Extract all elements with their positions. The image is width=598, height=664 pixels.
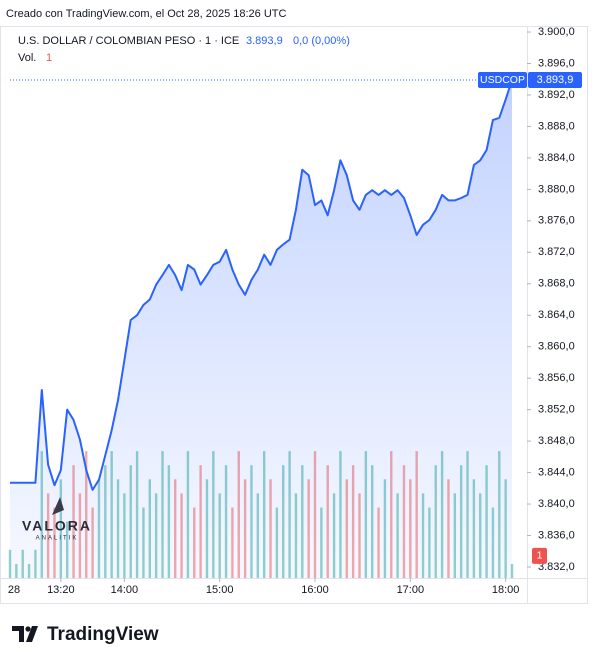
chart-frame (0, 26, 588, 604)
volume-legend-value: 1 (46, 52, 52, 64)
x-tick-label: 18:00 (492, 584, 520, 596)
legend-change: 0,0 (0,00%) (293, 35, 350, 47)
y-tick-label: 3.864,0 (538, 309, 575, 321)
y-tick-label: 3.880,0 (538, 183, 575, 195)
footer-brand: TradingView (47, 624, 159, 645)
y-tick-label: 3.860,0 (538, 341, 575, 353)
volume-legend: Vol. (18, 52, 36, 64)
y-tick-label: 3.852,0 (538, 404, 575, 416)
symbol: U.S. DOLLAR / COLOMBIAN PESO · 1 · ICE (18, 35, 239, 47)
y-tick-label: 3.844,0 (538, 466, 575, 478)
y-tick-label: 3.856,0 (538, 372, 575, 384)
watermark-icon (52, 497, 64, 515)
x-tick-label: 15:00 (206, 584, 234, 596)
y-tick-label: 3.888,0 (538, 120, 575, 132)
symbol-tag-label: USDCOP (480, 74, 525, 86)
y-tick-label: 3.848,0 (538, 435, 575, 447)
y-tick-label: 3.872,0 (538, 246, 575, 258)
y-tick-label: 3.832,0 (538, 561, 575, 573)
price-tag (528, 72, 582, 89)
plot-area: 3.832,0 3.836,0 3.840,0 3.844,0 3.848,0 3.852… (8, 26, 582, 596)
x-tick-label: 14:00 (111, 584, 139, 596)
y-tick-label: 3.884,0 (538, 152, 575, 164)
watermark-title: VALORA (22, 518, 92, 534)
logo-dot (25, 626, 31, 632)
day-label: 28 (8, 584, 20, 596)
y-tick-label: 3.840,0 (538, 498, 575, 510)
legend-price: 3.893,9 (246, 35, 283, 47)
volume-tag-label: 1 (537, 550, 543, 562)
x-tick-label: 13:20 (47, 584, 75, 596)
volume-tag (532, 547, 547, 564)
price-tag-label: 3.893,9 (537, 74, 574, 86)
price-area (10, 80, 512, 578)
y-tick-label: 3.900,0 (538, 26, 575, 38)
y-tick-label: 3.876,0 (538, 215, 575, 227)
watermark-subtitle: ANALITIK (36, 536, 79, 542)
x-tick-label: 16:00 (301, 584, 329, 596)
y-tick-label: 3.896,0 (538, 57, 575, 69)
symbol-tag (478, 72, 527, 89)
footer-logo: TradingView (12, 624, 159, 645)
logo-icon (12, 626, 38, 642)
y-tick-label: 3.892,0 (538, 89, 575, 101)
y-tick-label: 3.836,0 (538, 529, 575, 541)
chart-title: Creado con TradingView.com, el Oct 28, 2… (6, 8, 287, 20)
price-line (10, 79, 513, 491)
x-tick-label: 17:00 (397, 584, 425, 596)
y-tick-label: 3.868,0 (538, 278, 575, 290)
watermark: VALORA ANALITIK (22, 497, 92, 542)
